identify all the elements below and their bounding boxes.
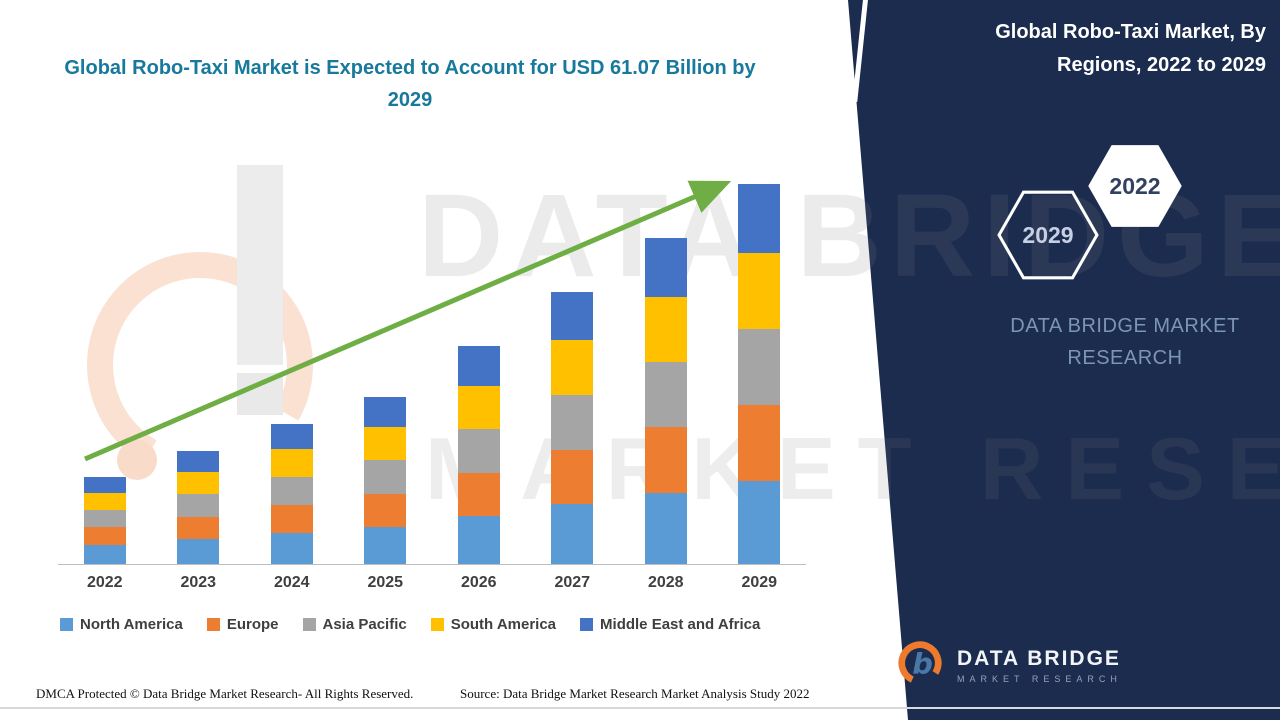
axis-label-2029: 2029: [741, 574, 778, 591]
bar-segment-2029: [738, 328, 781, 405]
chart-legend: North America Europe Asia Pacific South Ame…: [60, 616, 830, 633]
bar-segment-2025: [364, 493, 407, 528]
axis-label-2027: 2027: [554, 574, 591, 591]
bar-segment-2024: [270, 448, 313, 477]
legend-swatch: [580, 618, 594, 631]
bar-segment-2023: [177, 471, 220, 495]
legend-label: Asia Pacific: [322, 616, 407, 633]
dmca-notice: DMCA Protected © Data Bridge Market Rese…: [36, 686, 414, 701]
bar-segment-2025: [364, 426, 407, 461]
bar-2026: [457, 346, 500, 564]
bar-segment-2026: [457, 385, 500, 430]
bar-segment-2028: [644, 361, 687, 428]
legend-label: North America: [80, 616, 183, 633]
legend-item: Asia Pacific: [302, 616, 407, 633]
bar-2027: [551, 291, 594, 564]
bar-segment-2023: [177, 451, 220, 472]
bar-segment-2024: [270, 424, 313, 449]
bar-2024: [270, 424, 313, 564]
bar-segment-2023: [177, 516, 220, 540]
legend-item: Europe: [206, 616, 279, 633]
bar-2028: [644, 238, 687, 564]
bar-segment-2027: [551, 394, 594, 450]
axis-label-2024: 2024: [273, 574, 310, 591]
axis-label-2023: 2023: [180, 574, 217, 591]
axis-label-2025: 2025: [367, 574, 404, 591]
company-logo-text: DATA BRIDGE MARKET RESEARCH: [957, 647, 1122, 684]
bar-2023: [177, 451, 220, 564]
legend-item: South America: [430, 616, 557, 633]
bar-segment-2027: [551, 340, 594, 395]
bar-segment-2024: [270, 532, 313, 564]
source-note: Source: Data Bridge Market Research Mark…: [460, 686, 810, 701]
hexagon-2022-label: 2022: [1109, 172, 1161, 199]
bar-segment-2024: [270, 504, 313, 533]
bar-segment-2029: [738, 253, 781, 329]
bar-segment-2027: [551, 291, 594, 341]
chart-plot-area: [58, 170, 806, 565]
hexagon-2029-label: 2029: [1022, 221, 1074, 248]
bar-segment-2028: [644, 296, 687, 362]
bar-segment-2026: [457, 516, 500, 564]
company-logo-subtitle: MARKET RESEARCH: [957, 674, 1122, 684]
legend-label: South America: [450, 616, 557, 633]
x-axis-labels: 2022 2023 2024 2025 2026 2027 2028 2029: [58, 574, 806, 592]
legend-swatch: [206, 618, 220, 631]
legend-swatch: [430, 618, 444, 631]
legend-item: North America: [60, 616, 183, 633]
bar-segment-2028: [644, 492, 687, 564]
bar-segment-2024: [270, 476, 313, 505]
company-logo-title: DATA BRIDGE: [957, 647, 1121, 670]
bar-segment-2029: [738, 404, 781, 481]
bar-segment-2025: [364, 396, 407, 427]
svg-text:b: b: [912, 647, 933, 681]
axis-label-2028: 2028: [647, 574, 684, 591]
bar-segment-2025: [364, 460, 407, 494]
legend-label: Europe: [226, 616, 279, 633]
bar-segment-2022: [83, 492, 126, 510]
bar-segment-2022: [83, 477, 126, 493]
bar-segment-2022: [83, 544, 126, 564]
company-logo-icon: b: [895, 638, 945, 693]
bar-segment-2029: [738, 184, 781, 254]
bar-segment-2022: [83, 527, 126, 545]
axis-label-2026: 2026: [460, 574, 497, 591]
bar-segment-2028: [644, 238, 687, 297]
company-logo: b DATA BRIDGE MARKET RESEARCH: [895, 638, 1122, 693]
legend-swatch: [60, 618, 73, 631]
right-panel-background: [848, 0, 1280, 720]
axis-label-2022: 2022: [86, 574, 123, 591]
legend-label: Middle East and Africa: [600, 616, 761, 633]
bar-segment-2025: [364, 527, 407, 564]
panel-brand-text: DATA BRIDGE MARKET RESEARCH: [1010, 315, 1240, 369]
bar-segment-2023: [177, 539, 220, 564]
bar-segment-2027: [551, 449, 594, 505]
bar-segment-2028: [644, 427, 687, 493]
hexagon-badge-2022: 2022: [1088, 142, 1182, 230]
bar-segment-2026: [457, 346, 500, 386]
bar-2022: [83, 477, 126, 564]
legend-swatch: [302, 618, 316, 631]
bar-segment-2022: [83, 509, 126, 528]
chart-headline: Global Robo-Taxi Market is Expected to A…: [64, 57, 756, 111]
bar-segment-2029: [738, 480, 781, 564]
panel-title: Global Robo-Taxi Market, By Regions, 202…: [995, 21, 1266, 76]
hexagon-badge-2029: 2029: [997, 188, 1099, 282]
legend-item: Middle East and Africa: [580, 616, 760, 633]
bar-segment-2027: [551, 504, 594, 564]
bar-segment-2026: [457, 429, 500, 473]
bar-segment-2023: [177, 494, 220, 517]
bar-2025: [364, 396, 407, 564]
stacked-bars: [58, 170, 806, 564]
bar-2029: [738, 184, 781, 564]
bottom-divider-line: [0, 707, 1280, 709]
bar-segment-2026: [457, 472, 500, 517]
